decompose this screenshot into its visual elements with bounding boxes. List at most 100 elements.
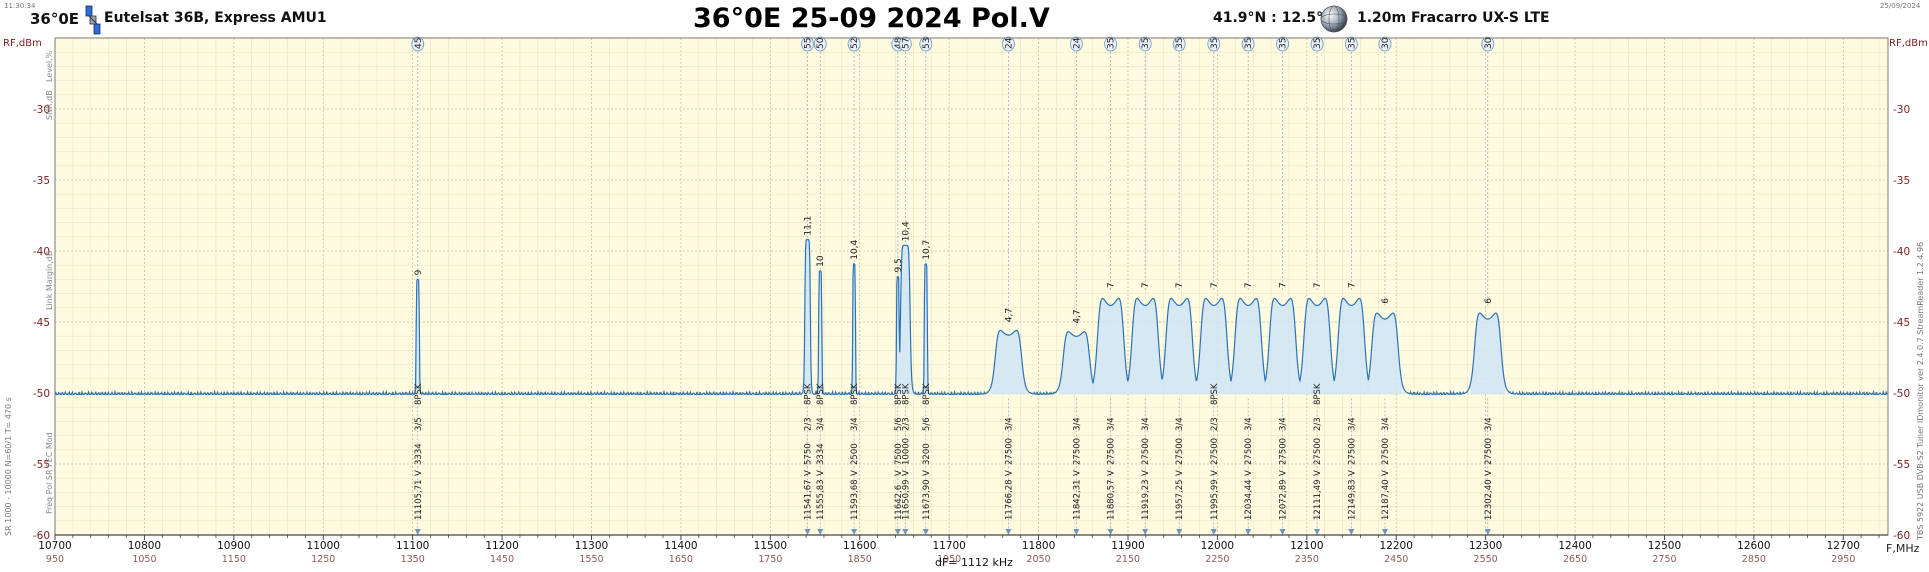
sr-label: 3334	[816, 443, 826, 465]
x-tick-label: 12200	[1380, 540, 1413, 552]
marker-arrow	[1107, 529, 1114, 535]
x-tick-label-secondary: 1950	[937, 554, 961, 565]
x-tick-label-secondary: 1150	[222, 554, 246, 565]
margin-label: 10,4	[901, 221, 911, 241]
level-badge	[847, 36, 861, 52]
dish-label: 1.20m Fracarro UX-S LTE	[1357, 10, 1550, 26]
sr-label: 2500	[850, 443, 860, 465]
y-tick-label-left: -40	[33, 246, 50, 258]
pol-label: V	[922, 470, 932, 476]
header-bar: 36°0E Eutelsat 36B, Express AMU1 36°0E 2…	[0, 0, 1929, 40]
transponder-fill	[1299, 298, 1335, 395]
plot-background	[55, 38, 1888, 535]
fec-label: 3/4	[1484, 417, 1494, 431]
level-badge	[813, 36, 827, 52]
y-tick-label-left: -30	[33, 104, 50, 116]
fec-label: 3/4	[1381, 417, 1391, 431]
x-tick-label: 10900	[217, 540, 250, 552]
side-labels: RF,dBm RF,dBm F,MHz dF= 1112 kHz SR 1000…	[3, 38, 1928, 569]
transponder-fill	[1367, 313, 1403, 395]
sr-label: 27500	[1279, 438, 1289, 465]
fec-label: 2/3	[804, 417, 814, 431]
level-label: 52	[850, 38, 860, 49]
marker-arrow	[902, 529, 909, 535]
marker-arrow	[851, 529, 858, 535]
level-badge	[1276, 36, 1289, 52]
fec-label: 5/6	[922, 417, 932, 431]
x-tick-label-secondary: 1750	[758, 554, 782, 565]
level-badge	[801, 36, 814, 52]
freq-label: 11105,71	[414, 479, 424, 520]
x-tick-label-secondary: 2350	[1295, 554, 1319, 565]
fec-label: 3/4	[850, 417, 860, 431]
left-snr-label: SNR,dB	[45, 90, 54, 120]
spectrum-trace	[54, 239, 1889, 396]
level-label: 30	[1381, 37, 1391, 49]
sr-label: 27500	[1347, 438, 1357, 465]
x-tick-label: 10800	[128, 540, 161, 552]
sr-label: 5750	[804, 443, 814, 465]
axes: 1070095010800105010900115011000125011100…	[33, 37, 1910, 565]
margin-label: 7	[1313, 282, 1323, 288]
marker-arrow	[1484, 529, 1491, 535]
fec-label: 3/4	[1175, 417, 1185, 431]
sr-label: 3334	[414, 443, 424, 465]
mod-label: 8PSK	[922, 383, 932, 405]
level-badge	[1241, 36, 1255, 52]
x-tick-label-secondary: 1450	[490, 554, 514, 565]
x-tick-label-secondary: 2850	[1742, 554, 1766, 565]
transponder-fill	[1196, 298, 1232, 395]
orbital-position: 36°0E	[30, 10, 80, 28]
margin-label: 6	[1381, 298, 1391, 304]
y-tick-label-left: -45	[33, 317, 50, 329]
freq-label: 11995,99	[1210, 479, 1220, 520]
pol-label: V	[894, 470, 904, 476]
transponder-fill	[1230, 298, 1266, 395]
freq-label: 11880,57	[1107, 479, 1117, 520]
mod-label: 8PSK	[901, 383, 911, 405]
level-badge	[1069, 36, 1083, 52]
y-tick-label-right: -45	[1893, 317, 1910, 329]
marker-arrow	[414, 529, 421, 535]
left-level-label: Level,%	[45, 50, 54, 82]
y-tick-label-right: -30	[1893, 104, 1910, 116]
level-label: 48	[894, 37, 904, 49]
df-label: dF= 1112 kHz	[935, 556, 1013, 569]
marker-arrow	[1381, 529, 1388, 535]
x-tick-label: 11000	[307, 540, 340, 552]
marker-arrow	[817, 529, 824, 535]
level-badge	[919, 36, 933, 52]
sr-label: 27500	[1072, 438, 1082, 465]
fec-label: 3/4	[1279, 417, 1289, 431]
freq-label: 11673,90	[922, 479, 932, 520]
margin-label: 10,4	[850, 239, 860, 259]
y-tick-label-left: -35	[33, 175, 50, 187]
x-tick-label-secondary: 2450	[1384, 554, 1408, 565]
mod-label: 8PSK	[1210, 383, 1220, 405]
transponder-fill	[1470, 313, 1506, 395]
location-label: 41.9°N : 12.5°E	[1213, 10, 1333, 26]
marker-arrow	[1005, 529, 1012, 535]
x-tick-label-secondary: 2950	[1831, 554, 1855, 565]
marker-arrow	[1073, 529, 1080, 535]
pol-label: V	[850, 470, 860, 476]
pol-label: V	[1279, 470, 1289, 476]
satellite-icon	[83, 4, 103, 36]
level-label: 35	[1141, 38, 1151, 49]
level-label: 35	[1210, 38, 1220, 49]
pol-label: V	[1484, 470, 1494, 476]
y-tick-label-right: -55	[1893, 459, 1910, 471]
y-tick-label-right: -50	[1893, 388, 1910, 400]
fec-label: 5/6	[894, 417, 904, 431]
x-tick-label: 11600	[843, 540, 876, 552]
level-label: 53	[922, 38, 932, 49]
level-label: 55	[804, 38, 814, 49]
pol-label: V	[1347, 470, 1357, 476]
freq-label: 12072,89	[1279, 479, 1289, 520]
x-tick-label: 12400	[1558, 540, 1591, 552]
sr-label: 7500	[894, 443, 904, 465]
level-badge	[1002, 36, 1015, 52]
level-badge	[898, 36, 912, 52]
marker-arrow	[804, 529, 811, 535]
margin-label: 7	[1279, 282, 1289, 288]
